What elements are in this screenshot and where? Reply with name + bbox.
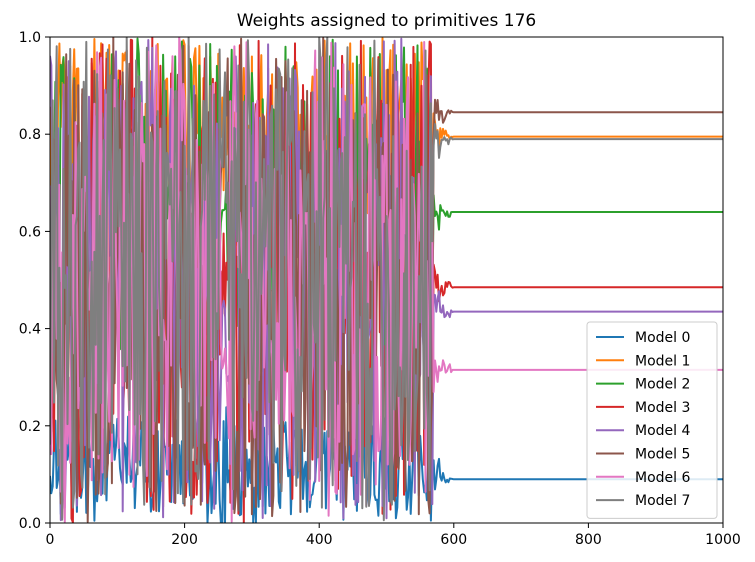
y-axis: 0.0 0.2 0.4 0.6 0.8 1.0 [19, 30, 50, 532]
x-tick-label-4: 800 [575, 532, 602, 548]
legend: Model 0 Model 1 Model 2 Model 3 Model 4 Model… [586, 321, 718, 519]
legend-label-1: Model 1 [635, 353, 690, 369]
legend-label-5: Model 5 [635, 447, 690, 463]
y-tick-label-1: 0.2 [19, 419, 41, 435]
x-tick-label-3: 600 [440, 532, 467, 548]
series-layer [50, 37, 723, 523]
legend-label-4: Model 4 [635, 423, 690, 439]
legend-label-2: Model 2 [635, 377, 690, 393]
legend-box [586, 321, 718, 519]
x-tick-label-1: 200 [171, 532, 198, 548]
chart-title: Weights assigned to primitives 176 [237, 11, 536, 31]
y-tick-label-0: 0.0 [19, 516, 41, 532]
legend-label-3: Model 3 [635, 400, 690, 416]
y-tick-label-2: 0.4 [19, 322, 41, 338]
y-tick-label-3: 0.6 [19, 224, 41, 240]
y-tick-label-4: 0.8 [19, 127, 41, 143]
x-tick-label-0: 0 [46, 532, 55, 548]
x-tick-label-2: 400 [306, 532, 333, 548]
legend-label-7: Model 7 [635, 493, 690, 509]
x-axis: 0 200 400 600 800 1000 [46, 523, 741, 548]
plot-frame [49, 36, 724, 524]
legend-label-6: Model 6 [635, 470, 690, 486]
x-tick-label-5: 1000 [705, 532, 741, 548]
series-line-7 [50, 37, 723, 522]
legend-label-0: Model 0 [635, 330, 690, 346]
y-tick-label-5: 1.0 [19, 30, 41, 46]
